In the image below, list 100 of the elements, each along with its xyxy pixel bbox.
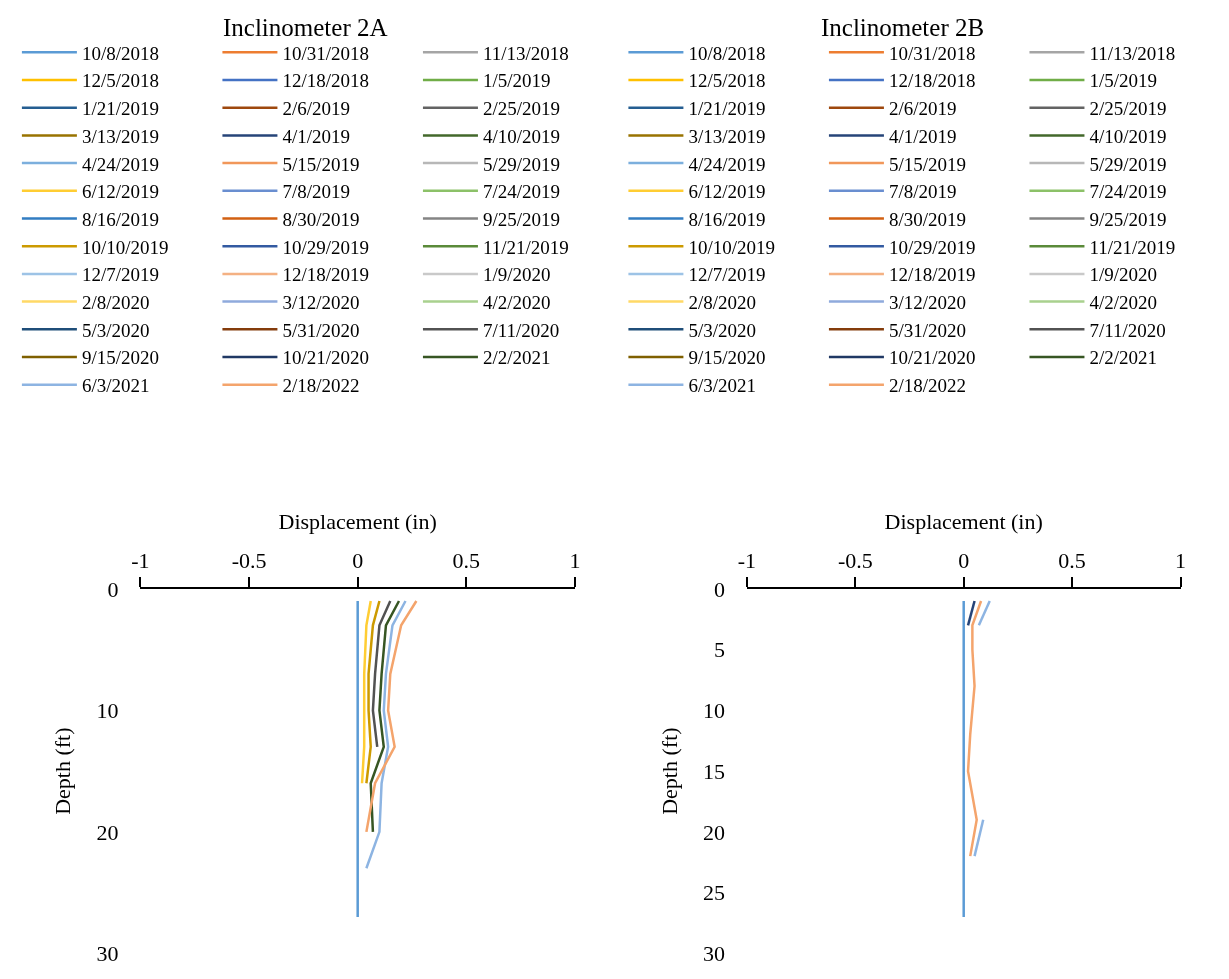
legend-label: 10/29/2019 [888, 236, 976, 258]
legend-label: 2/2/2021 [1089, 347, 1158, 369]
legend-label: 6/3/2021 [688, 375, 756, 397]
legend-label: 4/10/2019 [482, 125, 561, 147]
legend-label: 10/10/2019 [688, 236, 775, 258]
legend-label: 12/18/2018 [888, 70, 976, 92]
x-tick-label: 1 [1175, 548, 1187, 574]
legend-label: 8/30/2019 [888, 208, 966, 230]
legend-label: 7/11/2020 [482, 319, 560, 341]
legend-label: 4/1/2019 [282, 125, 350, 147]
y-tick-label: 25 [702, 880, 725, 906]
legend-label: 12/18/2019 [282, 264, 369, 286]
legend-label: 8/16/2019 [688, 208, 766, 230]
x-tick-label: 1 [569, 548, 581, 574]
legend-label: 12/5/2018 [688, 70, 766, 92]
legend-label: 4/24/2019 [688, 153, 766, 175]
legend-label: 4/1/2019 [888, 125, 957, 147]
legend-label: 2/18/2022 [888, 375, 966, 397]
legend-label: 7/24/2019 [482, 181, 561, 203]
legend-label: 4/24/2019 [81, 153, 159, 175]
x-tick-label: 0 [958, 548, 970, 574]
legend-label: 5/29/2019 [482, 153, 561, 175]
x-axis-title: Displacement (in) [884, 509, 1043, 535]
legend-label: 2/2/2021 [482, 347, 551, 369]
y-tick-label: 20 [702, 819, 725, 845]
y-tick-label: 10 [96, 698, 119, 724]
y-tick-label: 30 [702, 941, 725, 967]
legend-label: 10/10/2019 [81, 236, 169, 258]
y-tick-label: 15 [702, 758, 725, 784]
legend-label: 3/13/2019 [688, 125, 766, 147]
legend-label: 3/13/2019 [81, 125, 159, 147]
legend-label: 11/21/2019 [482, 236, 569, 258]
legend-label: 8/16/2019 [81, 208, 159, 230]
legend-label: 6/3/2021 [81, 375, 150, 397]
legend-label: 2/18/2022 [282, 375, 360, 397]
y-tick-label: 5 [713, 637, 725, 663]
legend-label: 10/31/2018 [282, 42, 369, 64]
y-axis-title: Depth (ft) [656, 727, 682, 815]
chart-title: Inclinometer 2B [821, 14, 985, 41]
legend-label: 5/31/2020 [282, 319, 360, 341]
legend-label: 2/8/2020 [688, 292, 756, 313]
legend-label: 1/9/2020 [1089, 264, 1158, 286]
legend-label: 2/8/2020 [81, 292, 150, 313]
legend-label: 7/24/2019 [1089, 181, 1167, 203]
legend-label: 5/29/2019 [1089, 153, 1167, 175]
legend-label: 7/8/2019 [888, 181, 957, 203]
x-tick-label: 0 [352, 548, 364, 574]
legend-label: 10/8/2018 [81, 42, 159, 64]
chart-title: Inclinometer 2A [223, 14, 388, 41]
legend-label: 11/21/2019 [1089, 236, 1176, 258]
legend-label: 4/10/2019 [1089, 125, 1167, 147]
legend-label: 1/9/2020 [482, 264, 551, 286]
legend-label: 10/21/2020 [888, 347, 976, 369]
legend-label: 7/11/2020 [1089, 319, 1166, 341]
legend-label: 10/29/2019 [282, 236, 369, 258]
legend-label: 10/31/2018 [888, 42, 976, 64]
legend-label: 5/3/2020 [81, 319, 150, 341]
legend-label: 8/30/2019 [282, 208, 360, 230]
legend-label: 7/8/2019 [282, 181, 350, 203]
legend-label: 9/25/2019 [482, 208, 561, 230]
legend-label: 3/12/2020 [282, 292, 360, 313]
y-tick-label: 10 [702, 698, 725, 724]
legend-label: 3/12/2020 [888, 292, 966, 313]
legend-label: 10/21/2020 [282, 347, 369, 369]
legend-label: 10/8/2018 [688, 42, 766, 64]
x-tick-label: -1 [131, 548, 150, 574]
legend-label: 11/13/2018 [482, 42, 569, 64]
legend-label: 5/15/2019 [282, 153, 360, 175]
legend-label: 6/12/2019 [81, 181, 159, 203]
legend-label: 9/15/2020 [81, 347, 159, 369]
legend-label: 12/5/2018 [81, 70, 159, 92]
legend-label: 1/5/2019 [482, 70, 551, 92]
legend-label: 11/13/2018 [1089, 42, 1176, 64]
y-tick-label: 20 [96, 819, 119, 845]
x-tick-label: 0.5 [452, 548, 481, 574]
legend-label: 6/12/2019 [688, 181, 766, 203]
legend-label: 12/7/2019 [688, 264, 766, 286]
x-tick-label: -0.5 [231, 548, 267, 574]
legend-label: 1/21/2019 [81, 98, 159, 120]
y-tick-label: 30 [96, 941, 119, 967]
legend-label: 2/6/2019 [888, 98, 957, 120]
legend-label: 4/2/2020 [1089, 292, 1158, 313]
legend-label: 2/25/2019 [482, 98, 561, 120]
x-tick-label: 0.5 [1058, 548, 1086, 574]
legend-label: 2/25/2019 [1089, 98, 1167, 120]
x-axis-title: Displacement (in) [278, 509, 437, 535]
legend-label: 1/21/2019 [688, 98, 766, 120]
x-tick-label: -1 [737, 548, 757, 574]
legend-label: 5/15/2019 [888, 153, 966, 175]
legend-label: 1/5/2019 [1089, 70, 1158, 92]
legend-label: 12/18/2019 [888, 264, 976, 286]
legend-label: 9/25/2019 [1089, 208, 1167, 230]
legend-label: 4/2/2020 [482, 292, 551, 313]
legend-label: 2/6/2019 [282, 98, 350, 120]
x-tick-label: -0.5 [837, 548, 873, 574]
legend-label: 12/18/2018 [282, 70, 369, 92]
y-tick-label: 0 [107, 576, 119, 602]
legend-label: 12/7/2019 [81, 264, 159, 286]
y-tick-label: 0 [713, 576, 725, 602]
legend-label: 9/15/2020 [688, 347, 766, 369]
